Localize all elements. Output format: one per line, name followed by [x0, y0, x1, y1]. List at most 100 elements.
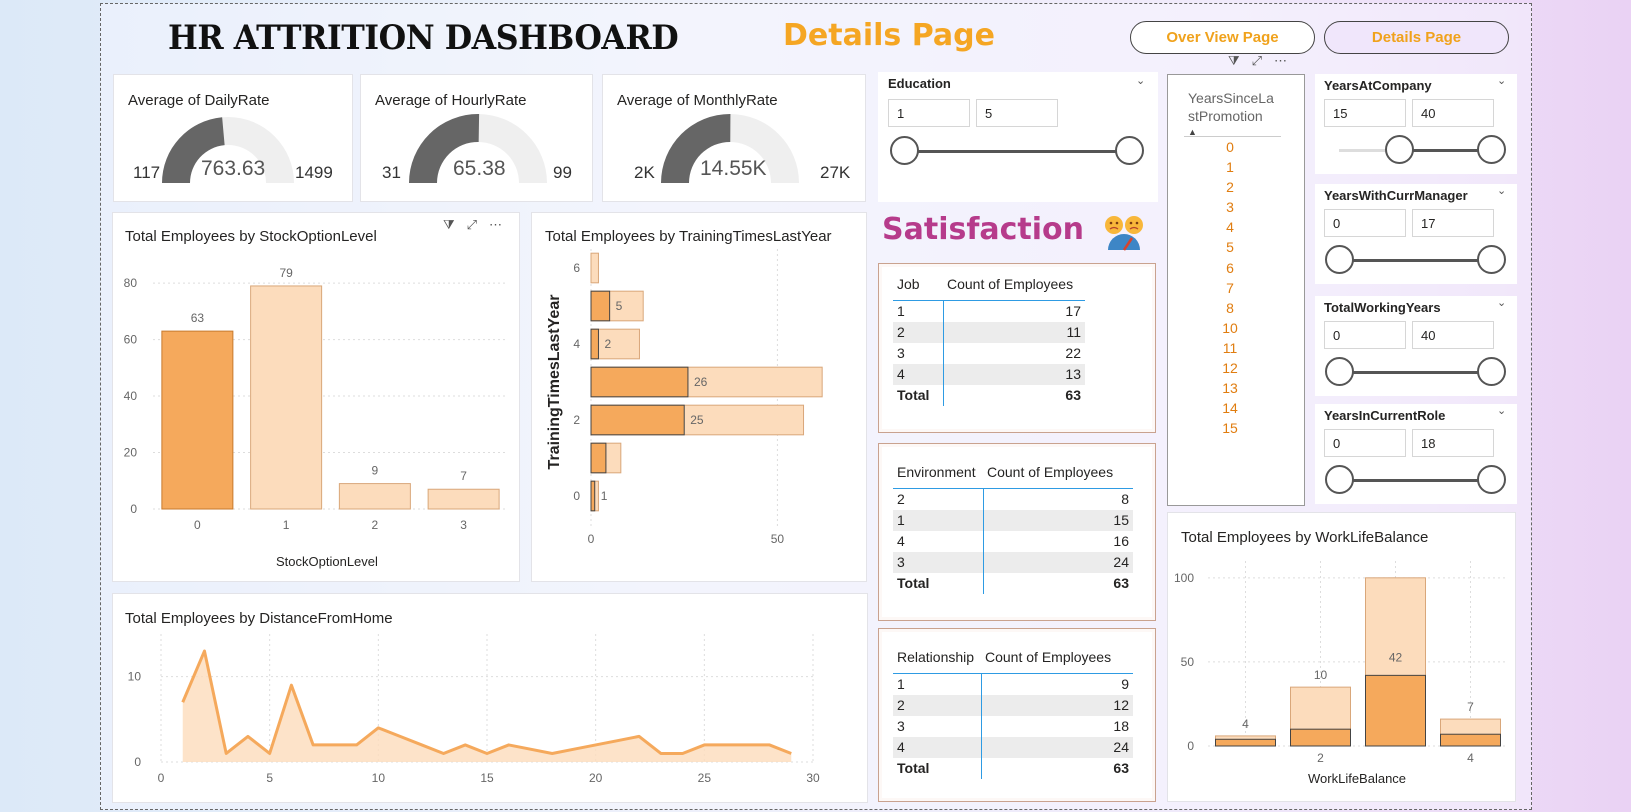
more-options-icon[interactable]: ⋯: [1274, 53, 1288, 68]
gauge-fill: [409, 114, 480, 183]
range-from-input[interactable]: 0: [1324, 209, 1406, 237]
years-with-curr-manager-slicer[interactable]: YearsWithCurrManager ⌄ 0 17: [1315, 184, 1517, 284]
chevron-down-icon[interactable]: ⌄: [1497, 405, 1507, 417]
cell-value: 22: [1065, 345, 1081, 361]
chevron-down-icon[interactable]: ⌄: [1136, 75, 1146, 87]
list-item[interactable]: 12: [1222, 360, 1238, 377]
years-at-company-slicer[interactable]: YearsAtCompany ⌄ 15 40: [1315, 74, 1517, 174]
column-header[interactable]: Count of Employees: [983, 460, 1133, 489]
range-to-input[interactable]: 40: [1412, 99, 1494, 127]
slider-track[interactable]: [1339, 259, 1491, 262]
range-to-input[interactable]: 17: [1412, 209, 1494, 237]
list-header[interactable]: YearsSinceLa stPromotion: [1188, 90, 1274, 124]
column-header[interactable]: Relationship: [893, 645, 981, 674]
overview-page-button[interactable]: Over View Page: [1130, 21, 1315, 54]
list-item[interactable]: 5: [1226, 239, 1234, 256]
y-tick-label: 50: [1181, 655, 1195, 669]
column-header[interactable]: Count of Employees: [943, 272, 1085, 301]
slider-handle-min[interactable]: [1325, 465, 1354, 494]
list-item[interactable]: 1: [1226, 159, 1234, 176]
list-item[interactable]: 13: [1222, 380, 1238, 397]
list-item[interactable]: 4: [1226, 219, 1234, 236]
slider-handle-min[interactable]: [1385, 135, 1414, 164]
slider-handle-max[interactable]: [1477, 135, 1506, 164]
chevron-down-icon[interactable]: ⌄: [1497, 297, 1507, 309]
list-item[interactable]: 10: [1222, 319, 1238, 336]
worklife-card[interactable]: Total Employees by WorkLifeBalance 0 50 10…: [1167, 512, 1516, 802]
total-working-years-slicer[interactable]: TotalWorkingYears ⌄ 0 40: [1315, 296, 1517, 396]
education-slicer[interactable]: Education ⌄ 1 5: [878, 72, 1158, 202]
job-satisfaction-card[interactable]: Job Count of Employees 1 17 2 11 3 22 4 13 To…: [878, 263, 1156, 433]
row-label: 3: [893, 342, 944, 364]
y-tick-label: 60: [124, 333, 138, 347]
slider-track[interactable]: [1399, 149, 1491, 152]
distance-card[interactable]: Total Employees by DistanceFromHome 0 5 10…: [112, 593, 868, 803]
slider-handle-min[interactable]: [1325, 245, 1354, 274]
gauge-title: Average of HourlyRate: [375, 92, 527, 109]
slicer-title: YearsWithCurrManager: [1324, 188, 1468, 203]
list-item[interactable]: 6: [1226, 259, 1234, 276]
more-options-icon[interactable]: ⋯: [489, 217, 503, 232]
slider-track[interactable]: [1339, 371, 1491, 374]
chevron-down-icon[interactable]: ⌄: [1497, 75, 1507, 87]
focus-mode-icon[interactable]: ⤢: [1251, 53, 1263, 68]
list-item[interactable]: 3: [1226, 199, 1234, 216]
y-tick-label: 80: [124, 276, 138, 290]
cell-value: 24: [983, 551, 1133, 573]
relationship-satisfaction-card[interactable]: Relationship Count of Employees 1 9 2 12 3 1…: [878, 628, 1156, 802]
x-axis-label: StockOptionLevel: [276, 554, 378, 569]
slider-track[interactable]: [1339, 479, 1491, 482]
years-in-current-role-slicer[interactable]: YearsInCurrentRole ⌄ 0 18: [1315, 404, 1517, 504]
slider-handle-max[interactable]: [1477, 245, 1506, 274]
bar-highlight: [1290, 728, 1351, 747]
details-page-button[interactable]: Details Page: [1324, 21, 1509, 54]
focus-mode-icon[interactable]: ⤢: [466, 217, 478, 232]
x-tick-label: 30: [806, 771, 820, 785]
filter-icon[interactable]: ⧩: [1228, 53, 1240, 68]
list-item[interactable]: 0: [1226, 139, 1234, 155]
job-matrix: Job Count of Employees 1 17 2 11 3 22 4 13 To…: [893, 272, 1085, 406]
gauge-card-monthlyrate[interactable]: Average of MonthlyRate 2K 14.55K 27K: [602, 74, 866, 202]
slider-handle-min[interactable]: [890, 136, 919, 165]
slider-handle-max[interactable]: [1115, 136, 1144, 165]
cell-value: 17: [1065, 303, 1081, 320]
bar-highlight: [590, 366, 689, 398]
range-from-input[interactable]: 15: [1324, 99, 1406, 127]
slider-handle-max[interactable]: [1477, 465, 1506, 494]
cell-value: 13: [943, 363, 1085, 385]
list-item[interactable]: 15: [1222, 420, 1238, 437]
gauge-max: 1499: [295, 163, 333, 182]
range-to-input[interactable]: 5: [976, 99, 1058, 127]
row-label: 1: [893, 673, 982, 695]
cell-value: 11: [943, 321, 1085, 343]
gauge-value: 65.38: [453, 157, 506, 180]
gauge-card-hourlyrate[interactable]: Average of HourlyRate 31 65.38 99: [360, 74, 593, 202]
training-card[interactable]: Total Employees by TrainingTimesLastYear…: [531, 212, 867, 582]
chevron-down-icon[interactable]: ⌄: [1497, 185, 1507, 197]
list-item[interactable]: 14: [1222, 400, 1238, 417]
range-to-input[interactable]: 18: [1412, 429, 1494, 457]
list-item[interactable]: 8: [1226, 299, 1234, 316]
slider-handle-max[interactable]: [1477, 357, 1506, 386]
stock-option-card[interactable]: Total Employees by StockOptionLevel ⧩ ⤢ …: [112, 212, 520, 582]
column-header[interactable]: Environment: [893, 460, 983, 489]
slider-handle-min[interactable]: [1325, 357, 1354, 386]
sort-ascending-icon[interactable]: ▲: [1188, 127, 1197, 137]
list-item[interactable]: 7: [1226, 279, 1234, 296]
list-item[interactable]: 2: [1226, 179, 1234, 196]
slider-track[interactable]: [905, 150, 1130, 153]
gauge-card-dailyrate[interactable]: Average of DailyRate 117 763.63 1499: [113, 74, 353, 202]
filter-icon[interactable]: ⧩: [443, 217, 455, 232]
range-from-input[interactable]: 0: [1324, 429, 1406, 457]
promotion-list-slicer[interactable]: YearsSinceLa stPromotion ▲: [1167, 74, 1305, 506]
environment-satisfaction-card[interactable]: Environment Count of Employees 2 8 1 15 4 16…: [878, 443, 1156, 621]
range-from-input[interactable]: 0: [1324, 321, 1406, 349]
range-to-input[interactable]: 40: [1412, 321, 1494, 349]
range-from-input[interactable]: 1: [888, 99, 970, 127]
list-item[interactable]: 11: [1222, 339, 1238, 356]
column-header[interactable]: Job: [893, 272, 943, 301]
cell-value: 24: [981, 736, 1133, 758]
stock-option-chart: 0 20 40 60 80 63 0 79 1 9 2 7 3: [124, 266, 508, 532]
column-header[interactable]: Count of Employees: [981, 645, 1133, 674]
